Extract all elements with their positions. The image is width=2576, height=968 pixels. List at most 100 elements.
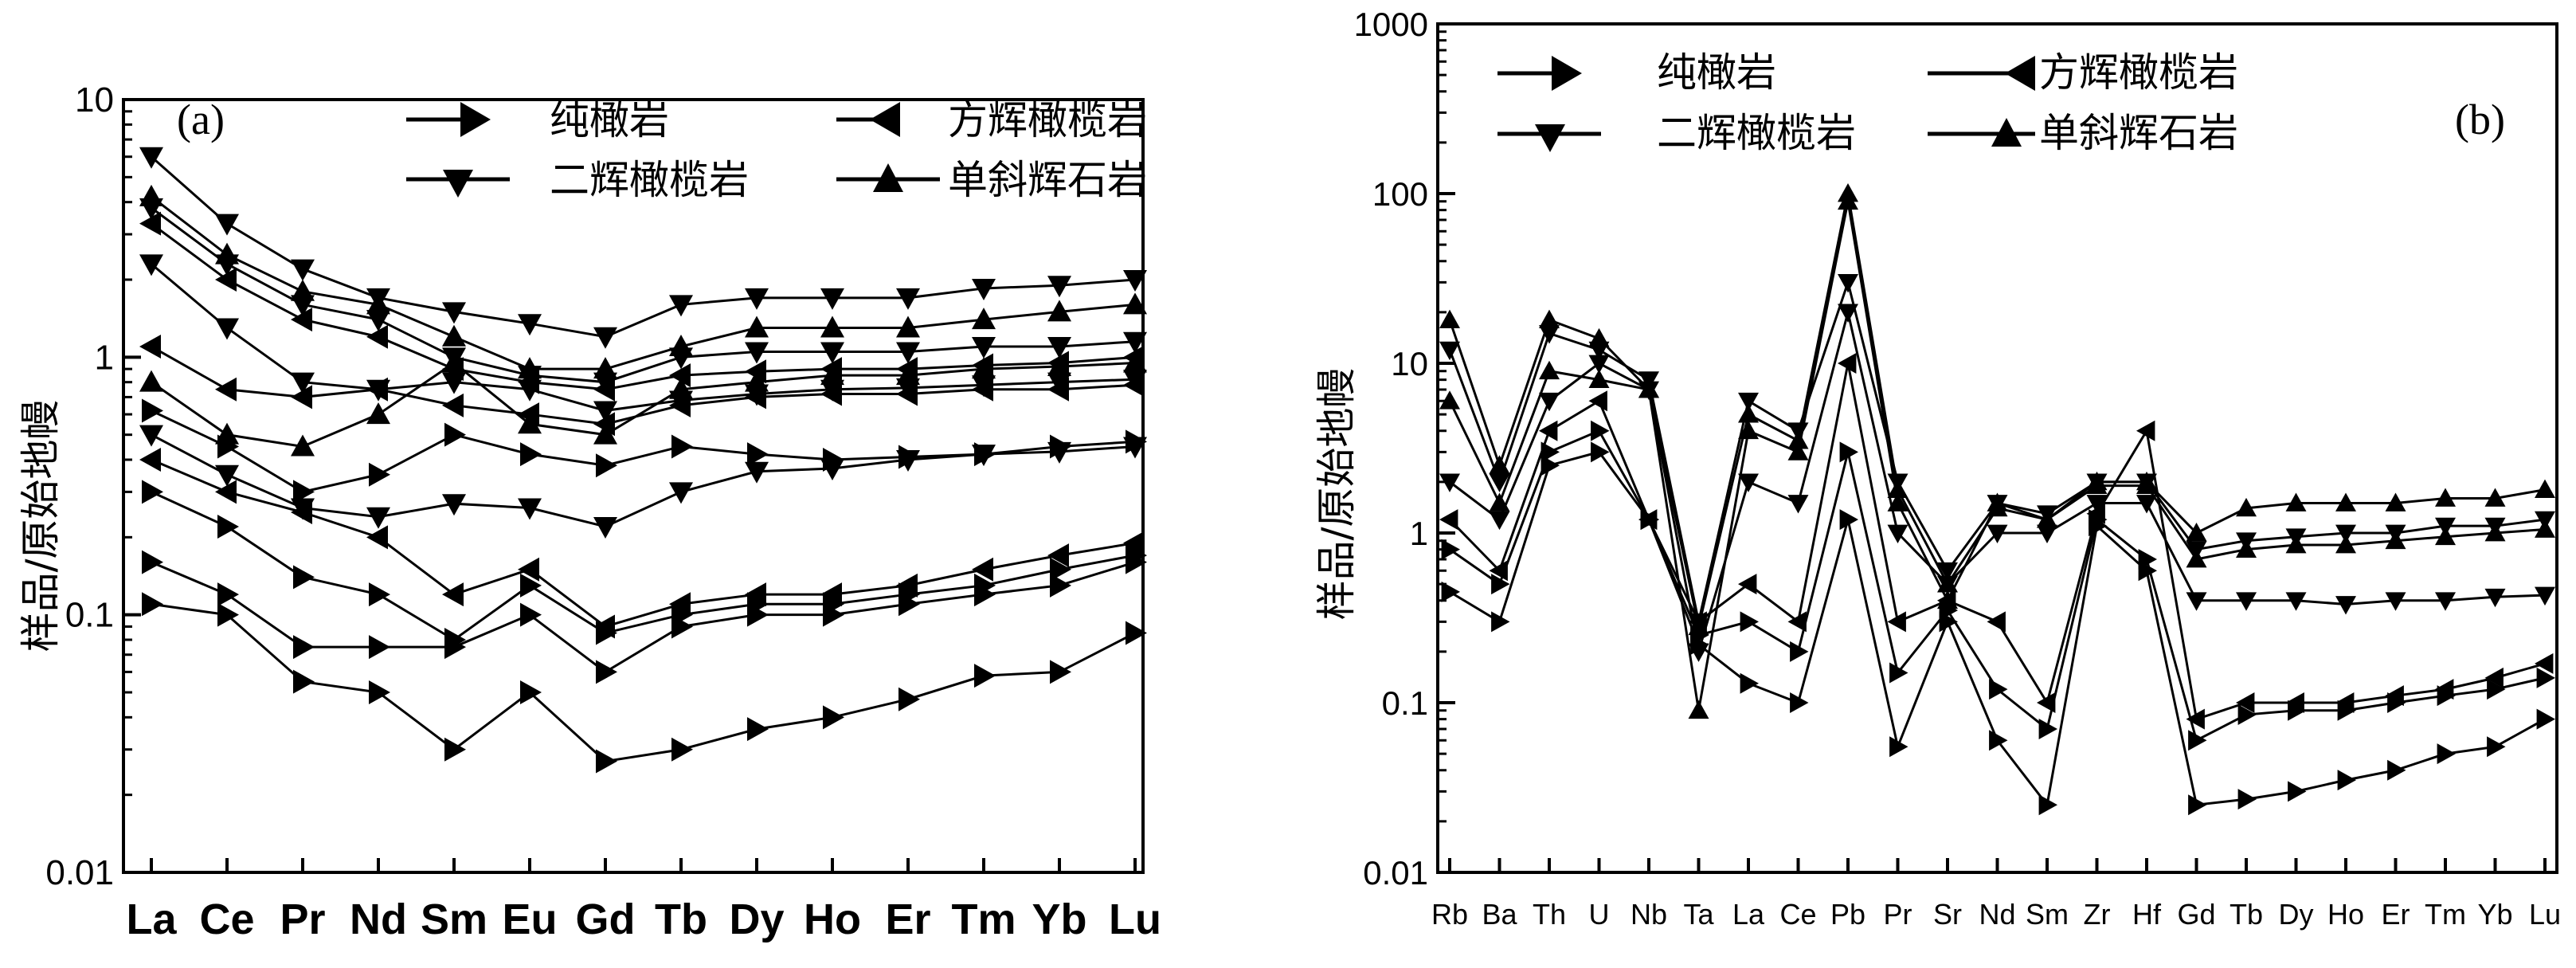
series-0-6	[139, 351, 1147, 457]
data-point-1-6-7	[1787, 430, 1809, 449]
data-point-1-2-12	[2037, 692, 2056, 713]
series-0-8	[139, 254, 1147, 423]
xtick-label-1-15: Gd	[2177, 898, 2215, 931]
data-point-1-6-0	[1439, 309, 1460, 329]
data-point-0-2-12	[1050, 557, 1071, 582]
data-point-0-5-7	[671, 434, 693, 459]
data-point-1-0-19	[2387, 759, 2406, 781]
series-line-0-6	[151, 361, 1136, 449]
legend-item-b-0: 纯橄岩	[1497, 49, 1776, 96]
data-point-0-7-0	[139, 334, 161, 359]
data-point-0-4-5	[518, 498, 542, 520]
data-point-0-0-3	[369, 680, 390, 704]
data-point-1-3-6	[1738, 473, 1759, 492]
data-point-0-5-2	[293, 480, 315, 504]
ytick-label-1-5: 0.01	[1363, 854, 1428, 892]
series-line-1-3	[1449, 312, 2546, 653]
data-point-1-3-2	[1539, 392, 1560, 412]
data-point-0-8-6	[593, 401, 617, 423]
series-line-0-0	[151, 602, 1136, 763]
data-point-0-12-0	[139, 147, 163, 169]
xtick-label-1-14: Hf	[2132, 898, 2162, 931]
data-point-0-3-0	[139, 448, 161, 472]
data-point-1-1-14	[2138, 548, 2157, 570]
data-point-0-4-1	[215, 464, 239, 487]
legend-label-b-1: 方辉橄榄岩	[2039, 49, 2238, 96]
data-point-1-6-10	[1937, 574, 1958, 593]
series-line-1-5	[1448, 278, 2546, 622]
series-0-12	[139, 147, 1147, 349]
data-point-1-2-19	[2385, 685, 2404, 707]
data-point-0-2-5	[520, 573, 542, 598]
data-point-1-6-12	[2037, 509, 2057, 528]
data-point-0-2-2	[293, 565, 315, 590]
series-line-0-2	[151, 491, 1136, 641]
data-point-0-11-13	[1123, 292, 1147, 315]
data-point-1-6-4	[1638, 378, 1659, 398]
data-point-1-4-9	[1887, 492, 1909, 511]
data-point-1-6-20	[2435, 526, 2456, 546]
xtick-label-0-13: Lu	[1109, 895, 1161, 943]
xtick-label-0-0: La	[126, 895, 177, 943]
data-point-1-5-10	[1937, 562, 1958, 582]
series-group-a	[139, 147, 1147, 774]
data-point-1-1-3	[1591, 420, 1610, 441]
plot-frame-a	[122, 98, 1145, 874]
data-point-0-10-11	[972, 336, 996, 359]
data-point-1-6-9	[1887, 479, 1909, 499]
data-point-0-8-13	[1123, 370, 1147, 392]
legend-item-a-0: 纯橄岩	[406, 97, 669, 143]
data-point-0-4-3	[366, 507, 390, 529]
series-line-0-7	[151, 345, 1136, 425]
data-point-1-5-2	[1539, 325, 1560, 344]
data-point-1-2-7	[1787, 611, 1807, 633]
data-point-1-4-18	[2335, 492, 2356, 511]
data-point-0-9-12	[1047, 351, 1069, 375]
data-point-1-3-11	[1987, 524, 2008, 543]
data-point-0-8-12	[1047, 372, 1071, 394]
data-point-1-4-5	[1688, 700, 1709, 719]
data-point-1-5-6	[1738, 392, 1759, 412]
ytick-label-1-2: 10	[1391, 345, 1428, 382]
data-point-0-8-9	[820, 379, 844, 402]
data-point-0-8-10	[896, 378, 920, 400]
legend-a: 纯橄岩 方辉橄榄岩 二辉橄榄岩 单斜辉石岩	[406, 97, 1147, 203]
data-point-0-1-0	[142, 550, 163, 574]
data-point-0-5-0	[142, 398, 163, 423]
data-point-1-5-0	[1439, 341, 1460, 361]
ylabel-a: 样品/原始地幔	[18, 400, 64, 653]
data-point-0-10-9	[820, 342, 844, 364]
data-point-0-4-2	[291, 498, 315, 520]
data-point-1-4-17	[2285, 492, 2307, 511]
data-point-0-9-4	[442, 357, 464, 382]
data-point-0-11-12	[1047, 300, 1071, 322]
data-point-0-1-3	[369, 635, 390, 660]
panel-label-b: (b)	[2455, 96, 2505, 143]
data-point-1-1-2	[1541, 441, 1560, 463]
data-point-1-1-11	[1989, 679, 2008, 700]
data-point-1-6-15	[2186, 548, 2207, 568]
series-0-2	[142, 480, 1147, 653]
data-point-1-4-19	[2385, 492, 2406, 511]
data-point-1-3-17	[2285, 592, 2307, 611]
legend-marker-a-2	[443, 170, 473, 198]
data-point-0-10-12	[1047, 336, 1071, 359]
data-point-1-4-7	[1787, 441, 1809, 460]
data-point-0-1-12	[1050, 573, 1071, 598]
xtick-label-0-3: Nd	[350, 895, 407, 943]
axis-ticks-b	[1438, 22, 2547, 874]
series-line-0-3	[151, 458, 1136, 629]
data-point-1-2-11	[1987, 611, 2006, 633]
xtick-labels-a: La Ce Pr Nd Sm Eu Gd Tb Dy Ho Er Tm Yb Lu	[126, 895, 1161, 943]
data-point-1-0-12	[2038, 794, 2057, 816]
data-point-1-0-11	[1989, 730, 2008, 751]
data-point-1-2-20	[2435, 679, 2454, 700]
data-point-1-6-2	[1539, 309, 1560, 329]
data-point-0-2-11	[974, 573, 996, 598]
data-point-0-1-6	[596, 660, 617, 684]
xtick-label-1-11: Nd	[1979, 898, 2015, 931]
panel-label-a: (a)	[177, 96, 225, 143]
data-point-0-3-11	[972, 557, 993, 582]
data-point-0-12-2	[291, 259, 315, 281]
